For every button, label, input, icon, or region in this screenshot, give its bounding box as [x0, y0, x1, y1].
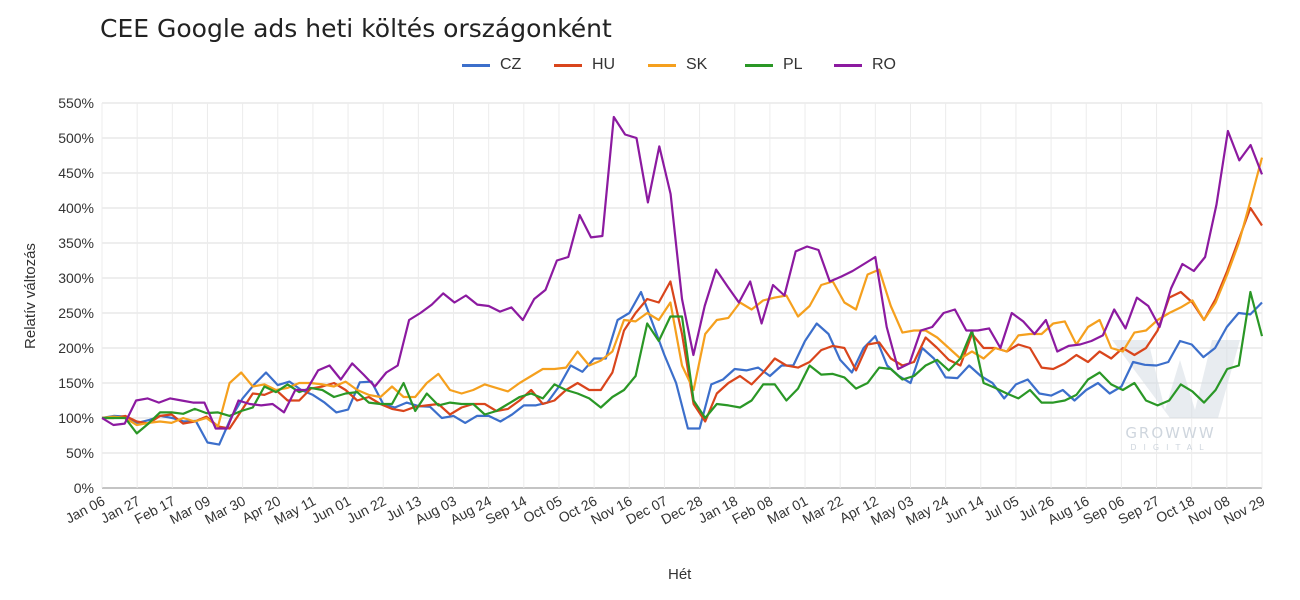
x-tick-label: Oct 05: [520, 492, 564, 526]
y-tick-label: 100%: [58, 410, 94, 426]
legend-swatch: [554, 63, 582, 67]
legend-item-ro[interactable]: RO: [834, 54, 896, 76]
legend-item-pl[interactable]: PL: [745, 54, 803, 76]
y-tick-label: 300%: [58, 270, 94, 286]
legend-label: CZ: [500, 56, 522, 73]
x-tick-label: Jun 01: [309, 492, 354, 526]
y-tick-label: 350%: [58, 235, 94, 251]
watermark-main: GROWWW: [1125, 424, 1216, 442]
legend-swatch: [745, 63, 773, 67]
legend-label: SK: [686, 56, 708, 73]
y-tick-label: 400%: [58, 200, 94, 216]
x-tick-label: Nov 29: [1221, 492, 1268, 527]
y-tick-label: 0%: [74, 480, 94, 496]
series-line-ro: [101, 115, 1264, 430]
y-tick-label: 50%: [66, 445, 94, 461]
y-axis-label: Relatív változás: [22, 243, 39, 349]
legend: CZ HU SK PL RO: [0, 54, 1300, 76]
grid: [101, 102, 1263, 489]
x-tick-label: Jun 14: [942, 492, 987, 526]
y-tick-label: 200%: [58, 340, 94, 356]
legend-item-sk[interactable]: SK: [648, 54, 707, 76]
y-tick-label: 550%: [58, 95, 94, 111]
x-tick-label: Jan 06: [63, 492, 108, 526]
y-tick-label: 250%: [58, 305, 94, 321]
series-line-cz: [101, 290, 1263, 446]
legend-item-cz[interactable]: CZ: [462, 54, 521, 76]
series-line-hu: [102, 206, 1263, 430]
y-tick-label: 500%: [58, 130, 94, 146]
legend-swatch: [834, 63, 862, 67]
x-tick-label: Jun 22: [344, 492, 389, 526]
y-tick-label: 150%: [58, 375, 94, 391]
watermark-sub: DIGITAL: [1130, 443, 1211, 452]
x-tick-label: Jul 05: [981, 492, 1022, 524]
y-axis: 0% 50% 100% 150% 200% 250% 300% 350% 400% 450% 500…: [58, 95, 94, 496]
x-axis-label: Hét: [668, 566, 692, 583]
legend-label: RO: [872, 56, 896, 73]
series-line-sk: [101, 157, 1264, 428]
watermark: GROWWW DIGITAL: [1108, 424, 1233, 458]
legend-swatch: [648, 63, 676, 67]
legend-item-hu[interactable]: HU: [554, 54, 615, 76]
legend-swatch: [462, 63, 490, 67]
y-tick-label: 450%: [58, 165, 94, 181]
legend-label: PL: [783, 56, 803, 73]
chart-title: CEE Google ads heti költés országonként: [100, 14, 612, 43]
legend-label: HU: [592, 56, 616, 73]
series-lines: [101, 115, 1264, 446]
